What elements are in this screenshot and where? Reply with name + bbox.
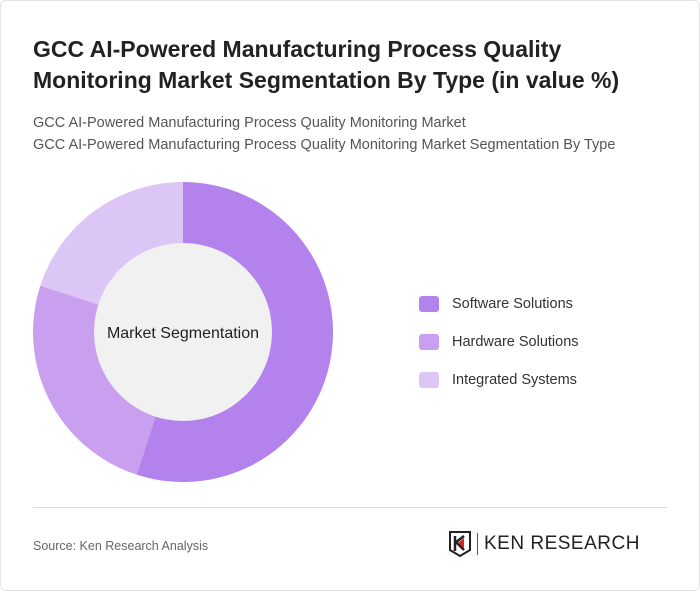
legend-swatch	[419, 334, 439, 350]
legend-label: Integrated Systems	[452, 372, 577, 388]
chart-title: GCC AI-Powered Manufacturing Process Qua…	[33, 36, 620, 93]
legend-item-integrated[interactable]: Integrated Systems	[419, 361, 579, 399]
donut-center	[94, 243, 272, 421]
legend-label: Software Solutions	[452, 296, 573, 312]
subtitle-segmentation: GCC AI-Powered Manufacturing Process Qua…	[33, 137, 616, 153]
subtitle-market: GCC AI-Powered Manufacturing Process Qua…	[33, 115, 466, 131]
source-note: Source: Ken Research Analysis	[33, 539, 209, 553]
legend-swatch	[419, 372, 439, 388]
ken-research-logo: KEN RESEARCH	[449, 531, 640, 557]
legend-swatch	[419, 296, 439, 312]
divider	[33, 507, 667, 508]
logo-shield-icon	[449, 531, 471, 557]
legend: Software Solutions Hardware Solutions In…	[419, 285, 579, 399]
legend-item-software[interactable]: Software Solutions	[419, 285, 579, 323]
legend-item-hardware[interactable]: Hardware Solutions	[419, 323, 579, 361]
legend-label: Hardware Solutions	[452, 334, 579, 350]
logo-separator	[477, 533, 478, 555]
logo-text: KEN RESEARCH	[484, 533, 640, 554]
center-label: Market Segmentation	[107, 325, 259, 342]
